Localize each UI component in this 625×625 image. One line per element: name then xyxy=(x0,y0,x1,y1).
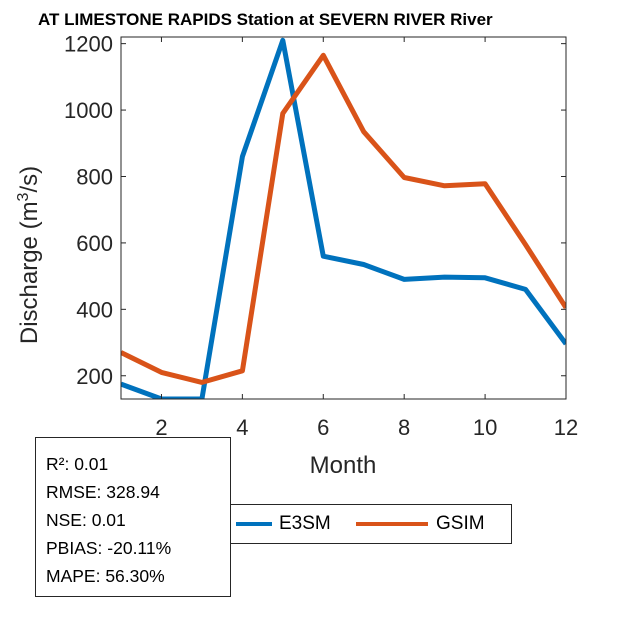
x-tick-label-8: 8 xyxy=(398,415,410,440)
plot-frame xyxy=(120,36,567,400)
x-tick-label-6: 6 xyxy=(317,415,329,440)
y-tick-label-1200: 1200 xyxy=(64,32,113,57)
y-axis-label: Discharge (m3/s) xyxy=(15,166,43,344)
stat-nse: NSE: 0.01 xyxy=(46,510,126,530)
stat-pbias: PBIAS: -20.11% xyxy=(46,538,172,558)
x-tick-label-10: 10 xyxy=(473,415,497,440)
y-tick-label-400: 400 xyxy=(76,297,113,322)
series-line-gsim xyxy=(121,52,566,385)
stat-mape: MAPE: 56.30% xyxy=(46,566,165,586)
y-tick-label-1000: 1000 xyxy=(64,98,113,123)
chart-title: AT LIMESTONE RAPIDS Station at SEVERN RI… xyxy=(38,10,493,29)
x-axis-label: Month xyxy=(310,452,377,479)
legend-swatch-gsim xyxy=(356,522,428,526)
y-tick-label-800: 800 xyxy=(76,164,113,189)
stats-box: R²: 0.01 RMSE: 328.94 NSE: 0.01 PBIAS: -… xyxy=(35,437,231,597)
stat-r2: R²: 0.01 xyxy=(46,454,109,474)
y-tick-label-200: 200 xyxy=(76,364,113,389)
legend: E3SM GSIM xyxy=(231,504,512,544)
stat-rmse: RMSE: 328.94 xyxy=(46,482,160,502)
x-tick-label-4: 4 xyxy=(236,415,248,440)
y-tick-label-600: 600 xyxy=(76,231,113,256)
legend-swatch-e3sm xyxy=(236,522,272,526)
legend-label-e3sm: E3SM xyxy=(279,513,331,534)
legend-label-gsim: GSIM xyxy=(436,513,485,534)
x-tick-label-2: 2 xyxy=(155,415,167,440)
series-line-e3sm xyxy=(121,37,566,399)
x-tick-label-12: 12 xyxy=(554,415,578,440)
legend-item-gsim: GSIM xyxy=(356,505,485,543)
legend-item-e3sm: E3SM xyxy=(236,505,331,543)
